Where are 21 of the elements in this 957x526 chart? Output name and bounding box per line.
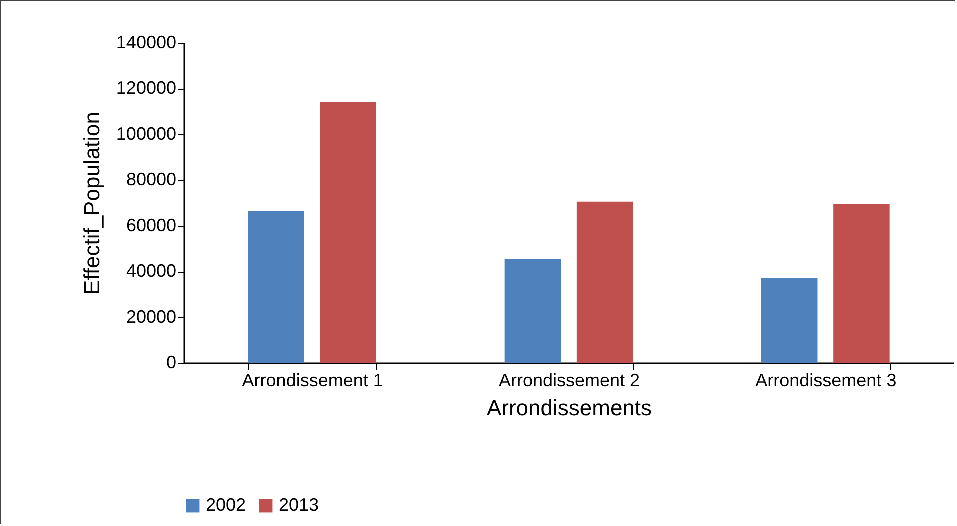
y-tick-label: 120000 <box>116 78 176 98</box>
x-tick-label: Arrondissement 2 <box>498 370 640 390</box>
y-tick-label: 20000 <box>126 306 176 327</box>
bar <box>762 278 818 363</box>
legend-label: 2002 <box>206 495 246 515</box>
y-tick-label: 60000 <box>126 215 176 236</box>
legend-label: 2013 <box>279 495 320 515</box>
y-axis-title: Effectif_Population <box>79 112 104 296</box>
x-tick-label: Arrondissement 1 <box>242 370 384 390</box>
y-tick-label: 40000 <box>126 261 176 282</box>
x-tick-label: Arrondissement 3 <box>756 370 897 390</box>
bar <box>834 204 890 363</box>
x-axis-title: Arrondissements <box>486 396 652 420</box>
y-tick-label: 0 <box>166 352 176 372</box>
y-tick-label: 100000 <box>116 124 176 144</box>
bar <box>576 202 634 363</box>
y-tick-label: 140000 <box>116 32 176 52</box>
y-tick-label: 80000 <box>126 170 176 190</box>
bar <box>248 211 304 363</box>
bar <box>320 102 376 363</box>
bar <box>504 259 562 363</box>
